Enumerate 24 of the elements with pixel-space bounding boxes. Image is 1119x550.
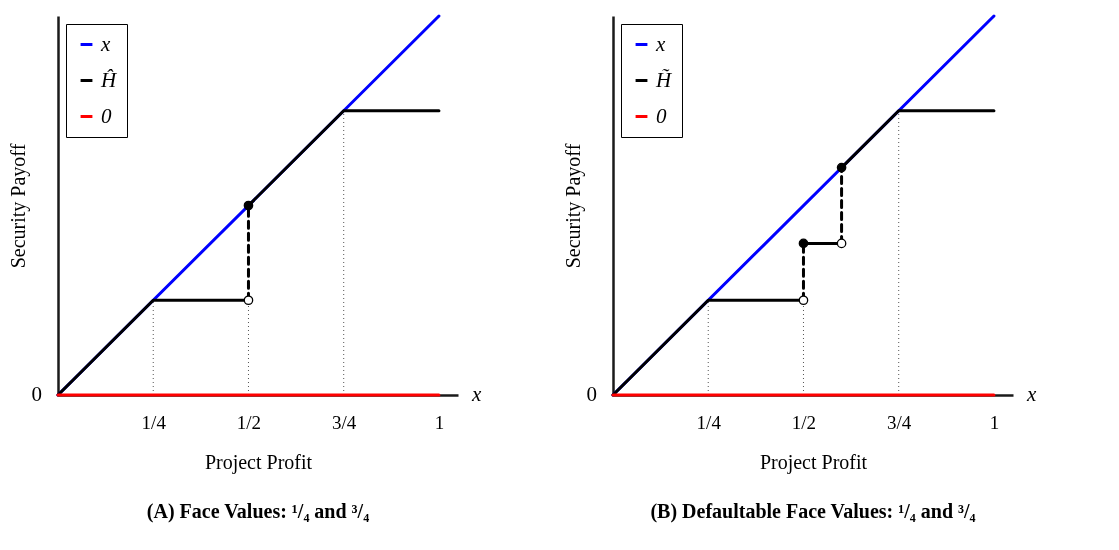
x-tick-label: 3/4 [332,411,357,433]
x-axis-title: Project Profit [204,450,313,474]
text: 0 [586,382,597,406]
x-tick-label: 3/4 [887,411,912,433]
legend-label: x [655,31,666,56]
text: (B) Defaultable Face Values: ¹/₄ and ³/₄ [650,500,976,523]
x-axis-title: Project Profit [759,450,868,474]
legend-label: x [100,31,111,56]
text: x [471,382,482,406]
legend-label: 0 [656,103,667,128]
x-tick-label: 1/2 [236,411,262,433]
text: x [1026,382,1037,406]
x-tick-label: 1/4 [696,411,722,433]
text: (A) Face Values: ¹/₄ and ³/₄ [146,500,370,523]
x-tick-label: 1 [434,411,445,433]
x-tick-label: 1 [989,411,1000,433]
legend-label: 0 [101,103,112,128]
y-axis-title: Security Payoff [561,143,585,269]
x-tick-label: 1/4 [141,411,167,433]
legend-label: Ĥ [100,67,118,92]
x-tick-label: 1/2 [791,411,817,433]
legend-label: H̃ [655,67,673,92]
y-axis-title: Security Payoff [6,143,30,269]
text: 0 [31,382,42,406]
